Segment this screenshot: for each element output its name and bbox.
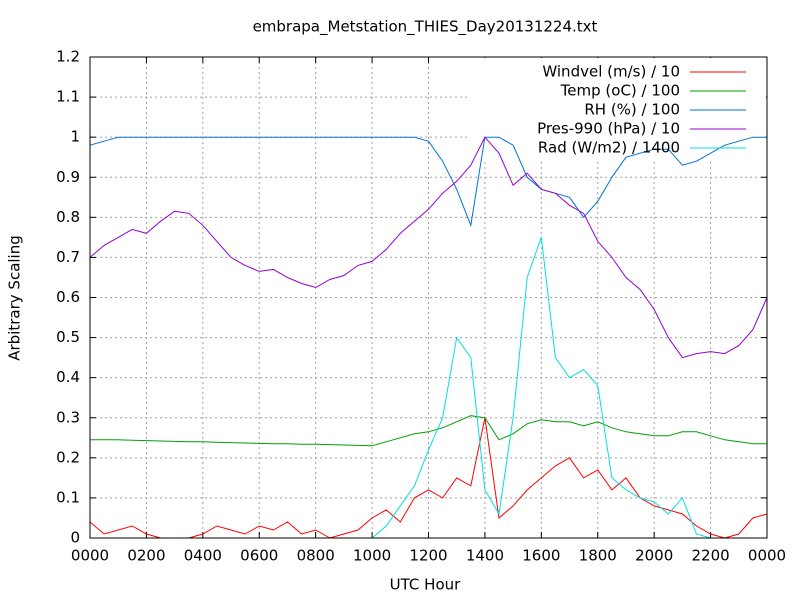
x-tick-label: 1800 [579,547,617,565]
y-tick-label: 1.2 [56,48,80,66]
y-tick-label: 0.8 [56,208,80,226]
legend-background [470,58,766,159]
y-tick-label: 0.5 [56,328,80,346]
legend-label: Temp (oC) / 100 [560,82,680,100]
y-tick-label: 0.9 [56,168,80,186]
y-tick-label: 1.1 [56,88,80,106]
data-line [89,417,768,539]
x-tick-label: 1000 [353,547,391,565]
y-tick-label: 0.6 [56,288,80,306]
legend-label: RH (%) / 100 [584,101,680,119]
plot-border [89,56,768,539]
y-axis-label: Arbitrary Scaling [6,235,24,361]
x-tick-label: 2200 [691,547,729,565]
chart-title: embrapa_Metstation_THIES_Day20131224.txt [253,18,598,37]
y-tick-label: 0.3 [56,408,80,426]
y-tick-label: 0.7 [56,248,80,266]
y-tick-label: 0 [70,529,80,547]
x-tick-label: 1600 [522,547,560,565]
y-tick-label: 0.1 [56,488,80,506]
x-tick-label: 1200 [409,547,447,565]
y-tick-label: 0.4 [56,368,80,386]
legend-label: Windvel (m/s) / 10 [542,63,680,81]
data-line [89,136,767,228]
x-tick-label: 0600 [240,547,278,565]
x-tick-label: 0000 [71,547,109,565]
x-tick-label: 0800 [297,547,335,565]
x-tick-label: 0200 [127,547,165,565]
legend-label: Pres-990 (hPa) / 10 [537,120,680,138]
data-line [90,415,767,447]
data-line [89,136,768,359]
y-tick-label: 1 [70,128,80,146]
x-tick-label: 0400 [184,547,222,565]
x-tick-label: 0000 [748,547,786,565]
x-tick-label: 2000 [635,547,673,565]
legend-label: Rad (W/m2) / 1400 [538,139,680,157]
y-tick-label: 0.2 [56,448,80,466]
x-tick-label: 1400 [466,547,504,565]
x-axis-label: UTC Hour [390,576,461,594]
